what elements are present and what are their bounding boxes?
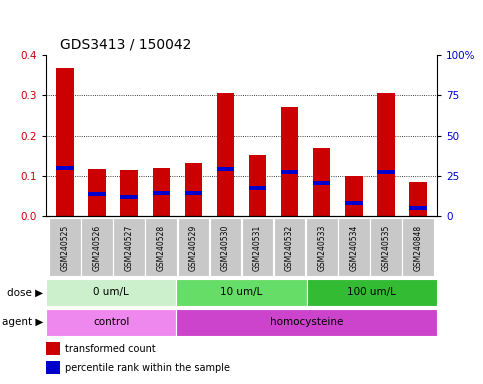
Bar: [57, 68, 74, 216]
Bar: [249, 186, 266, 190]
Bar: [88, 192, 106, 196]
Bar: [57, 166, 74, 170]
Text: agent ▶: agent ▶: [2, 317, 43, 328]
Text: transformed count: transformed count: [66, 344, 156, 354]
Bar: [402, 218, 434, 276]
Text: GSM240535: GSM240535: [381, 225, 390, 271]
Bar: [242, 218, 273, 276]
Text: GSM240526: GSM240526: [93, 225, 102, 271]
Text: dose ▶: dose ▶: [7, 287, 43, 298]
Bar: [153, 168, 170, 216]
Bar: [178, 218, 209, 276]
Bar: [313, 181, 330, 185]
Bar: [176, 279, 307, 306]
Bar: [114, 218, 145, 276]
Bar: [46, 279, 176, 306]
Text: 10 um/L: 10 um/L: [220, 287, 263, 298]
Bar: [185, 162, 202, 216]
Bar: [210, 218, 242, 276]
Text: GSM240534: GSM240534: [349, 225, 358, 271]
Bar: [345, 176, 363, 216]
Text: GSM240529: GSM240529: [189, 225, 198, 271]
Bar: [153, 191, 170, 195]
Bar: [185, 190, 202, 195]
Bar: [377, 170, 395, 174]
Bar: [409, 206, 426, 210]
Text: percentile rank within the sample: percentile rank within the sample: [66, 363, 230, 373]
Text: GSM240525: GSM240525: [61, 225, 70, 271]
Text: GSM240533: GSM240533: [317, 225, 326, 271]
Bar: [145, 218, 177, 276]
Bar: [49, 218, 81, 276]
Text: GSM240528: GSM240528: [157, 225, 166, 271]
Bar: [345, 201, 363, 205]
Text: homocysteine: homocysteine: [270, 317, 343, 328]
Bar: [338, 218, 369, 276]
Bar: [120, 195, 138, 199]
Text: GSM240532: GSM240532: [285, 225, 294, 271]
Text: GSM240527: GSM240527: [125, 225, 134, 271]
Bar: [370, 218, 402, 276]
Bar: [281, 107, 298, 216]
Bar: [249, 155, 266, 216]
Bar: [176, 309, 437, 336]
Bar: [274, 218, 305, 276]
Text: 0 um/L: 0 um/L: [93, 287, 129, 298]
Bar: [307, 279, 437, 306]
Text: GDS3413 / 150042: GDS3413 / 150042: [60, 37, 192, 51]
Bar: [217, 167, 234, 171]
Bar: [120, 170, 138, 216]
Text: 100 um/L: 100 um/L: [347, 287, 397, 298]
Bar: [409, 182, 426, 216]
Bar: [46, 342, 59, 355]
Bar: [46, 309, 176, 336]
Text: control: control: [93, 317, 129, 328]
Bar: [88, 169, 106, 216]
Bar: [46, 361, 59, 374]
Text: GSM240848: GSM240848: [413, 225, 422, 271]
Bar: [81, 218, 113, 276]
Text: GSM240531: GSM240531: [253, 225, 262, 271]
Bar: [377, 93, 395, 216]
Bar: [281, 170, 298, 174]
Bar: [313, 148, 330, 216]
Text: GSM240530: GSM240530: [221, 225, 230, 271]
Bar: [217, 93, 234, 216]
Bar: [306, 218, 338, 276]
